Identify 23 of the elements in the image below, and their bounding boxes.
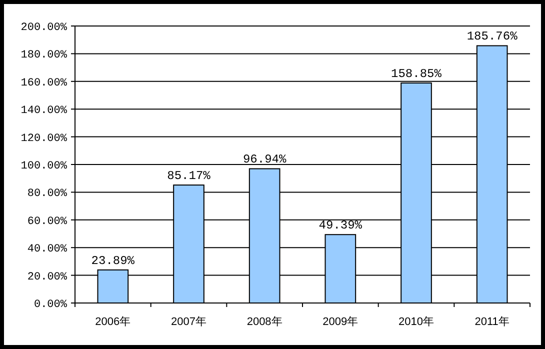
text: 23.89%	[91, 254, 135, 268]
y-tick-label: 180.00%	[20, 50, 68, 62]
text: 158.85%	[391, 66, 442, 81]
x-tick-label: 2007年	[171, 316, 206, 328]
y-tick-label: 40.00%	[27, 244, 68, 256]
y-tick-label: 100.00%	[20, 160, 68, 172]
text: 49.39%	[318, 218, 362, 233]
y-tick-label: 200.00%	[20, 22, 68, 34]
text: 185.76%	[466, 30, 518, 44]
x-tick-label: 2006年	[95, 316, 131, 328]
y-tick-label: 0.00%	[34, 299, 68, 311]
x-tick-label: 2009年	[322, 316, 358, 328]
y-tick-label: 140.00%	[20, 105, 68, 118]
x-tick-label: 2011年	[474, 316, 510, 328]
text: 96.94%	[242, 152, 286, 167]
y-tick-label: 60.00%	[27, 216, 68, 228]
text: 85.17%	[167, 169, 210, 184]
y-tick-label: 160.00%	[20, 77, 68, 90]
x-tick-label: 2008年	[246, 316, 282, 328]
y-tick-label: 120.00%	[20, 132, 68, 145]
y-tick-label: 20.00%	[27, 271, 68, 284]
x-tick-label: 2010年	[398, 316, 434, 328]
y-tick-label: 80.00%	[27, 188, 68, 200]
